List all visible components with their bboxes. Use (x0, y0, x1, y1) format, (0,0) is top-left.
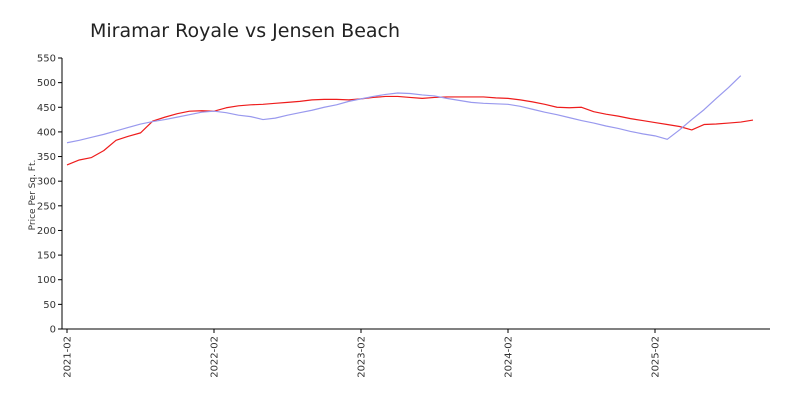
y-tick-label: 400 (37, 127, 56, 138)
y-tick-label: 250 (37, 201, 56, 212)
y-tick-label: 350 (37, 152, 56, 163)
series-line-2 (66, 75, 742, 144)
x-tick-label: 2022-02 (210, 336, 221, 378)
y-tick-label: 550 (37, 54, 56, 65)
y-axis: 0 50 100 150 200 250 300 350 400 450 500 550 (37, 54, 62, 336)
y-tick-label: 50 (43, 300, 56, 311)
series-line-1 (66, 95, 754, 166)
x-tick-label: 2024-02 (504, 336, 515, 378)
x-tick-label: 2023-02 (357, 336, 368, 378)
y-tick-label: 150 (37, 251, 56, 262)
series-layer (66, 75, 754, 166)
y-tick-label: 0 (50, 325, 56, 336)
y-tick-label: 200 (37, 226, 56, 237)
y-tick-label: 450 (37, 103, 56, 114)
y-axis-label: Price Per Sq. Ft. (28, 160, 38, 231)
x-axis: 2021-02 2022-02 2023-02 2024-02 2025-02 (63, 329, 662, 378)
x-tick-label: 2021-02 (63, 336, 74, 378)
y-tick-label: 100 (37, 275, 56, 286)
x-tick-label: 2025-02 (651, 336, 662, 378)
chart-title: Miramar Royale vs Jensen Beach (90, 20, 400, 42)
y-tick-label: 500 (37, 78, 56, 89)
y-tick-label: 300 (37, 177, 56, 188)
